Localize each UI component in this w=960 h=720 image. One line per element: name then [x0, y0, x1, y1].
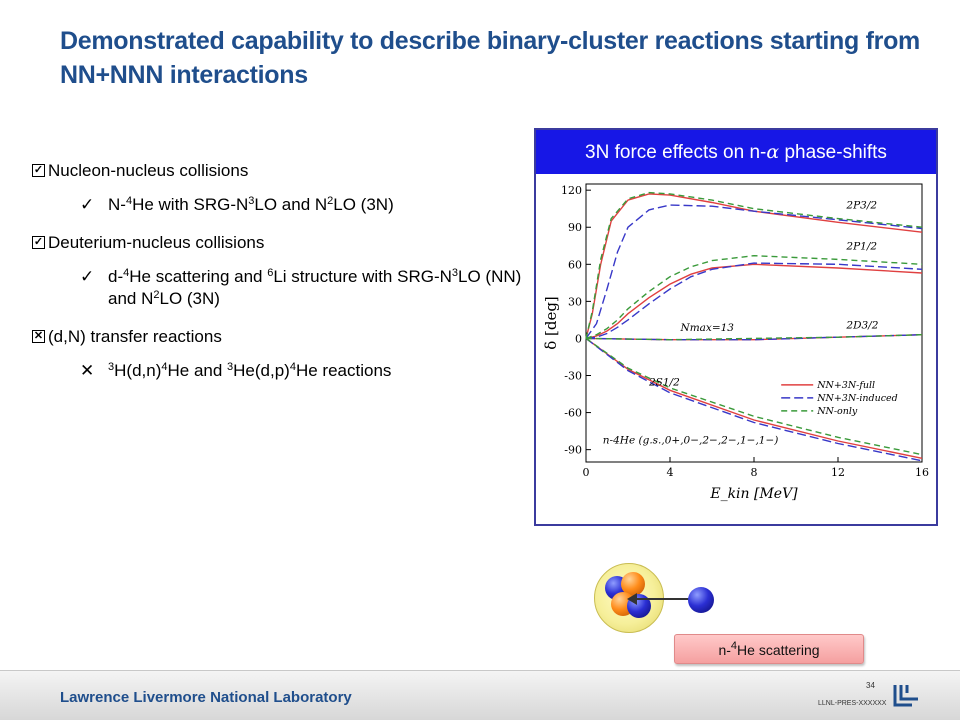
curve-annotation: 2D3/2 — [845, 320, 878, 332]
panel-title-text: phase-shifts — [779, 142, 887, 163]
scattering-label-button: n-4He scattering — [674, 634, 864, 664]
bullet-nucleon-nucleus: ✓ Nucleon-nucleus collisions — [32, 160, 522, 182]
series-line — [585, 334, 923, 341]
curve-annotation: 2P3/2 — [845, 200, 877, 212]
bullet-text: (d,N) transfer reactions — [48, 327, 222, 346]
superscript: 4 — [123, 267, 130, 279]
curve-annotation: 2P1/2 — [845, 240, 877, 252]
series-line — [585, 337, 923, 459]
sub-text: LO (NN) and N — [108, 267, 522, 308]
incoming-neutron — [688, 587, 714, 613]
sub-text: He reactions — [295, 361, 392, 380]
superscript: 6 — [267, 267, 274, 279]
series-line — [585, 337, 923, 462]
sub-text: He and — [167, 361, 228, 380]
phase-shift-chart: 0 4 8 12 16 120 90 60 30 0 -30 -60 -90 E_kin [MeV] δ [… — [542, 183, 929, 502]
sub-text: N- — [108, 195, 126, 214]
alpha-symbol: α — [766, 141, 780, 163]
superscript: 3 — [108, 361, 115, 373]
series-line — [585, 191, 923, 339]
sub-text: H(d,n) — [114, 361, 162, 380]
label-text: He scattering — [737, 642, 820, 658]
series-line — [585, 254, 923, 340]
legend-label: NN+3N-induced — [816, 393, 898, 404]
y-tick-label: -60 — [564, 407, 582, 420]
slide-title: Demonstrated capability to describe bina… — [60, 27, 920, 89]
arrow-head-icon — [627, 593, 637, 605]
checkbox-checked-icon: ✓ — [32, 164, 45, 177]
legend-label: NN+3N-full — [816, 380, 875, 391]
y-axis-label: δ [deg] — [542, 296, 560, 350]
curve-annotation: 2S1/2 — [648, 376, 680, 388]
checkbox-checked-icon: ✓ — [32, 236, 45, 249]
sub-text: He(d,p) — [233, 361, 290, 380]
series-line — [585, 193, 923, 339]
y-tick-label: 30 — [568, 295, 582, 308]
label-text: n- — [718, 642, 731, 658]
series-line — [585, 337, 923, 456]
bullet-list: ✓ Nucleon-nucleus collisions ✓ N-4He wit… — [32, 160, 522, 398]
y-tick-label: 0 — [575, 332, 582, 345]
sub-text: d- — [108, 267, 124, 286]
bullet-text: Deuterium-nucleus collisions — [48, 233, 265, 252]
presentation-id: LLNL-PRES-XXXXXX — [818, 700, 887, 707]
x-tick-label: 4 — [667, 466, 674, 479]
superscript: 4 — [730, 640, 738, 652]
arrow-line — [632, 598, 692, 600]
llnl-logo-icon — [893, 685, 918, 707]
sub-bullet-n-he: ✓ N-4He with SRG-N3LO and N2LO (3N) — [32, 194, 522, 216]
checkbox-crossed-icon: ✕ — [32, 330, 45, 343]
superscript: 2 — [327, 195, 334, 207]
page-number: 34 — [866, 681, 875, 690]
legend-label: NN-only — [816, 406, 858, 417]
panel-title: 3N force effects on n-α phase-shifts — [536, 130, 936, 174]
series-line — [585, 262, 923, 340]
sub-text: LO (3N) — [159, 289, 220, 308]
curve-annotation: n-4He (g.s.,0+,0−,2−,2−,1−,1−) — [603, 434, 779, 446]
sub-text: LO and N — [254, 195, 328, 214]
series-line — [585, 263, 923, 340]
phase-shift-panel: 3N force effects on n-α phase-shifts 0 4 8… — [534, 128, 938, 526]
sub-text: He scattering and — [129, 267, 268, 286]
bullet-transfer-reactions: ✕ (d,N) transfer reactions — [32, 326, 522, 348]
superscript: 4 — [125, 195, 133, 207]
y-tick-label: 120 — [561, 184, 582, 197]
superscript: 4 — [289, 361, 296, 373]
x-axis-label: E_kin [MeV] — [709, 486, 798, 502]
x-tick-label: 0 — [583, 466, 590, 479]
superscript: 3 — [227, 361, 234, 373]
footer-lab-name: Lawrence Livermore National Laboratory — [60, 689, 352, 706]
sub-bullet-d-he: ✓ d-4He scattering and 6Li structure wit… — [32, 266, 522, 310]
superscript: 2 — [153, 289, 160, 301]
footer: Lawrence Livermore National Laboratory 3… — [0, 670, 960, 720]
panel-title-text: 3N force effects on n- — [585, 142, 767, 163]
cross-icon: ✕ — [80, 361, 95, 380]
y-tick-label: 60 — [568, 258, 582, 271]
curve-annotation: Nmax=13 — [680, 322, 735, 334]
superscript: 3 — [248, 195, 255, 207]
x-tick-label: 12 — [831, 466, 845, 479]
checkmark-icon: ✓ — [80, 195, 95, 214]
x-tick-label: 8 — [751, 466, 758, 479]
sub-text: LO (3N) — [333, 195, 394, 214]
superscript: 3 — [451, 267, 459, 279]
bullet-text: Nucleon-nucleus collisions — [48, 161, 249, 180]
checkmark-icon: ✓ — [80, 267, 95, 286]
sub-bullet-transfer: ✕ 3H(d,n)4He and 3He(d,p)4He reactions — [32, 360, 522, 382]
bullet-deuterium-nucleus: ✓ Deuterium-nucleus collisions — [32, 232, 522, 254]
y-tick-label: 90 — [568, 221, 582, 234]
sub-text: He with SRG-N — [132, 195, 249, 214]
sub-text: Li structure with SRG-N — [273, 267, 452, 286]
y-tick-label: -90 — [564, 444, 582, 457]
y-tick-label: -30 — [564, 370, 582, 383]
series-line — [585, 204, 923, 339]
x-tick-label: 16 — [915, 466, 929, 479]
superscript: 4 — [161, 361, 168, 373]
